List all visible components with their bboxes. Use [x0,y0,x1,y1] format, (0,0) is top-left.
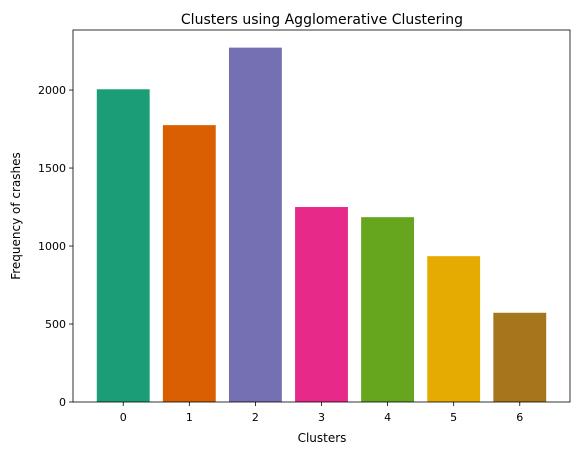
bar-cluster-4 [361,217,415,402]
x-tick-label: 4 [384,411,391,424]
x-axis-label: Clusters [298,431,347,445]
bar-cluster-1 [162,125,216,402]
y-tick-label: 1000 [38,240,66,253]
y-axis-label: Frequency of crashes [9,152,23,280]
x-tick-label: 5 [450,411,457,424]
chart-title: Clusters using Agglomerative Clustering [181,12,463,28]
y-tick-label: 0 [59,396,66,409]
bar-cluster-2 [228,47,282,402]
y-tick-label: 1500 [38,162,66,175]
bar-cluster-3 [295,207,348,402]
x-tick-label: 3 [318,411,325,424]
bar-cluster-0 [96,89,150,403]
bar-cluster-5 [427,256,481,402]
x-tick-label: 6 [516,411,523,424]
x-tick-label: 1 [186,411,193,424]
bar-cluster-6 [493,312,547,402]
plot-frame [72,29,571,403]
x-tick-label: 2 [252,411,259,424]
plot-area: 0 1 2 3 4 5 6 0 500 1000 1500 2000 [38,47,547,424]
y-tick-label: 2000 [38,84,66,97]
x-tick-label: 0 [120,411,127,424]
y-tick-label: 500 [45,318,66,331]
